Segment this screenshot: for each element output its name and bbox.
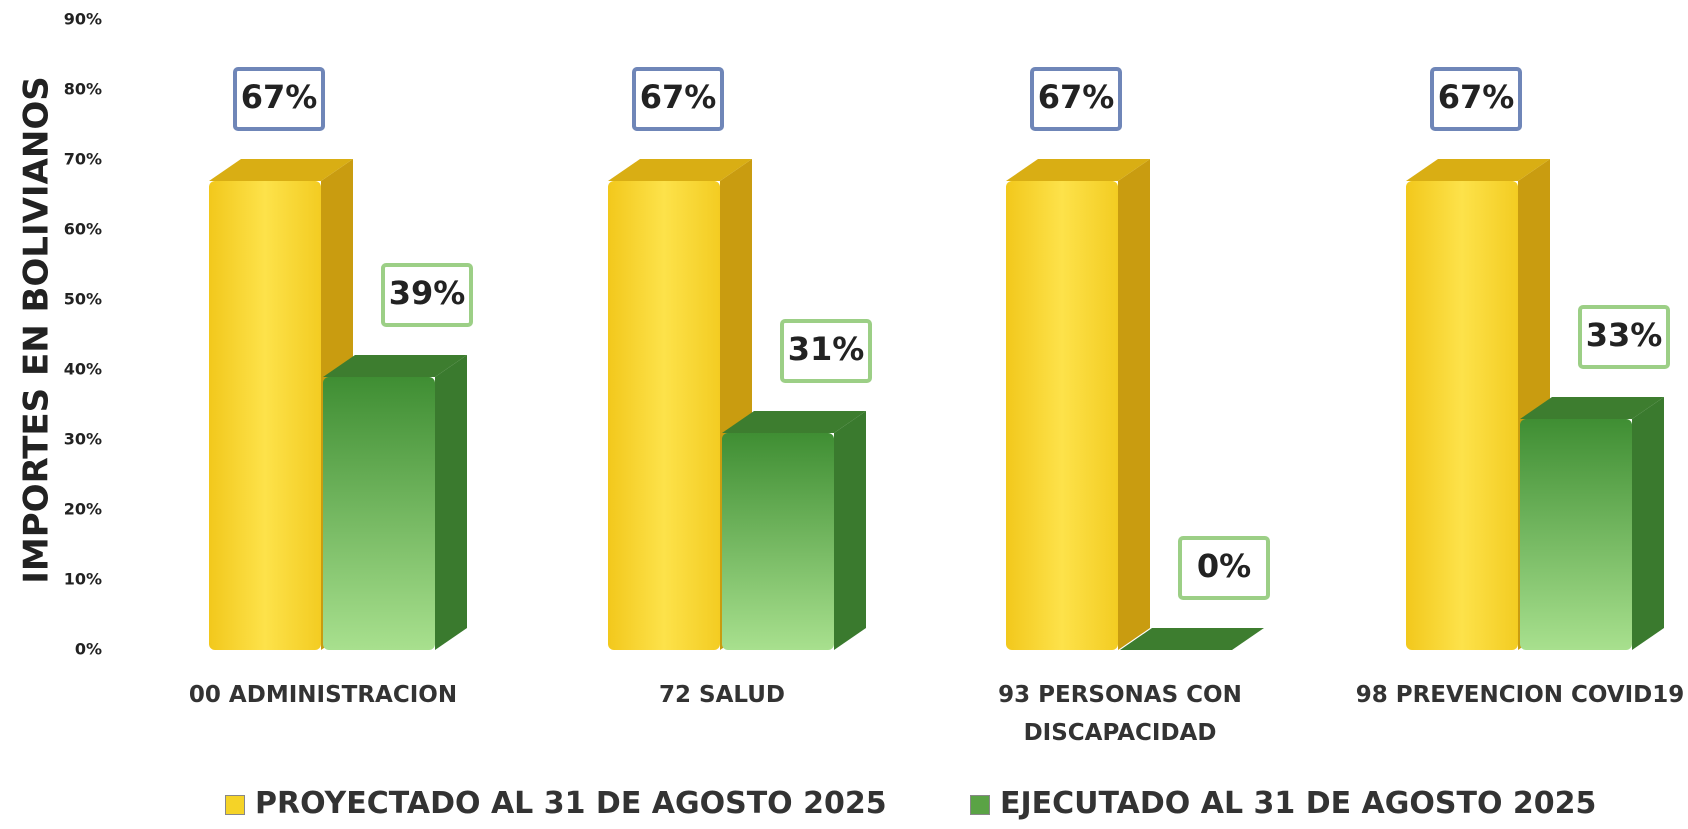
bar-side xyxy=(834,411,866,650)
bar-top xyxy=(1006,159,1150,181)
y-tick-label: 0% xyxy=(75,640,102,659)
bar xyxy=(1406,181,1518,650)
value-label-box xyxy=(632,67,724,131)
value-label-box xyxy=(233,67,325,131)
legend-label: EJECUTADO AL 31 DE AGOSTO 2025 xyxy=(1000,786,1597,821)
value-label: 67% xyxy=(241,78,318,116)
bar xyxy=(722,433,834,650)
y-tick-label: 90% xyxy=(64,10,102,29)
bar xyxy=(608,181,720,650)
legend-swatch xyxy=(970,794,990,815)
bar-top xyxy=(323,355,467,377)
bar-top xyxy=(1520,397,1664,419)
value-label: 33% xyxy=(1586,316,1663,354)
bar xyxy=(1006,181,1118,650)
value-label: 67% xyxy=(1438,78,1515,116)
value-label-box xyxy=(1030,67,1122,131)
legend-swatch xyxy=(225,794,245,815)
legend-item: PROYECTADO AL 31 DE AGOSTO 2025 xyxy=(225,786,887,821)
value-label: 67% xyxy=(640,78,717,116)
y-tick-label: 20% xyxy=(64,500,102,519)
value-label-box xyxy=(381,263,473,327)
bar-side xyxy=(1632,397,1664,650)
value-label: 0% xyxy=(1197,547,1251,585)
value-label: 67% xyxy=(1038,78,1115,116)
y-tick-label: 40% xyxy=(64,360,102,379)
value-label: 31% xyxy=(788,330,865,368)
y-tick-label: 10% xyxy=(64,570,102,589)
bar-top xyxy=(1406,159,1550,181)
bar xyxy=(1520,419,1632,650)
bar-top xyxy=(608,159,752,181)
x-tick-label: 72 SALUD xyxy=(659,682,785,708)
value-label: 39% xyxy=(389,274,466,312)
y-tick-label: 70% xyxy=(64,150,102,169)
value-label-box xyxy=(780,319,872,383)
bar xyxy=(209,181,321,650)
x-tick-label: 00 ADMINISTRACION xyxy=(188,682,458,708)
bar-top xyxy=(1120,628,1264,650)
legend-item: EJECUTADO AL 31 DE AGOSTO 2025 xyxy=(970,786,1596,821)
x-tick-label: 98 PREVENCION COVID19 xyxy=(1355,682,1685,708)
y-tick-label: 30% xyxy=(64,430,102,449)
bar-side xyxy=(435,355,467,650)
value-label-box xyxy=(1178,536,1270,600)
y-tick-label: 60% xyxy=(64,220,102,239)
y-tick-label: 50% xyxy=(64,290,102,309)
bar xyxy=(323,377,435,650)
bar-top xyxy=(722,411,866,433)
legend-label: PROYECTADO AL 31 DE AGOSTO 2025 xyxy=(255,786,887,821)
x-tick-label: 93 PERSONAS CON DISCAPACIDAD xyxy=(998,682,1242,746)
value-label-box xyxy=(1430,67,1522,131)
y-axis-title: IMPORTES EN BOLIVIANOS xyxy=(17,76,57,583)
bar-side xyxy=(1118,159,1150,650)
y-tick-label: 80% xyxy=(64,80,102,99)
bar-top xyxy=(209,159,353,181)
value-label-box xyxy=(1578,305,1670,369)
